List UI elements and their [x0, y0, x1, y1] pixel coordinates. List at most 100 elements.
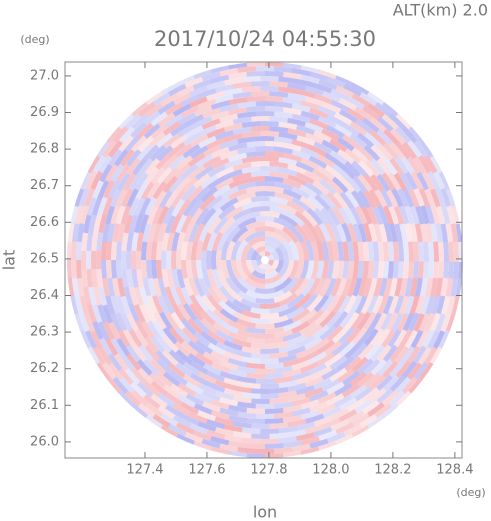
- field-cell: [142, 222, 152, 243]
- field-cell: [215, 119, 236, 130]
- field-cell: [300, 146, 321, 159]
- field-cell: [274, 111, 295, 119]
- field-cell: [218, 204, 237, 220]
- field-cell: [265, 231, 286, 244]
- field-cell: [393, 295, 405, 316]
- field-cell: [241, 86, 263, 93]
- x-tick-label: 128.2: [374, 463, 411, 478]
- field-cell: [251, 116, 272, 122]
- field-cell: [98, 212, 108, 234]
- field-cell: [217, 299, 236, 316]
- field-cell: [437, 260, 444, 281]
- field-cell: [335, 75, 356, 88]
- field-cell: [126, 156, 142, 176]
- field-cell: [348, 371, 368, 388]
- field-cell: [130, 120, 148, 139]
- field-cell: [246, 61, 267, 67]
- field-cell: [84, 185, 96, 207]
- field-cell: [170, 189, 187, 208]
- field-cell: [411, 345, 427, 366]
- field-cell: [377, 144, 395, 163]
- field-cell: [146, 180, 162, 200]
- field-cell: [366, 205, 379, 226]
- field-cell: [305, 240, 314, 261]
- field-cell: [223, 87, 245, 96]
- field-cell: [149, 143, 168, 162]
- field-cell: [227, 330, 248, 342]
- field-cell: [267, 253, 274, 261]
- field-cell: [151, 204, 164, 225]
- field-cell: [281, 404, 302, 414]
- field-cell: [136, 366, 154, 385]
- field-cell: [354, 106, 374, 122]
- field-cell: [278, 202, 298, 216]
- field-cell: [156, 404, 176, 420]
- field-cell: [269, 91, 290, 98]
- field-cell: [131, 100, 150, 117]
- field-cell: [304, 132, 325, 145]
- field-cell: [188, 198, 205, 217]
- field-cell: [97, 178, 111, 199]
- field-cell: [331, 240, 339, 261]
- field-cell: [272, 365, 293, 374]
- field-cell: [199, 193, 217, 211]
- field-cell: [300, 65, 322, 74]
- field-cell: [176, 268, 186, 289]
- field-cell: [226, 440, 247, 449]
- field-cell: [325, 310, 343, 329]
- field-cell: [255, 66, 277, 72]
- field-cell: [408, 188, 421, 209]
- field-cell: [166, 249, 172, 270]
- field-cell: [133, 285, 144, 306]
- field-cell: [407, 312, 420, 333]
- field-cell: [203, 144, 223, 157]
- field-cell: [218, 285, 236, 304]
- field-cell: [90, 169, 104, 190]
- field-cell: [133, 302, 146, 323]
- field-cell: [306, 294, 324, 313]
- field-cell: [338, 176, 356, 194]
- field-cell: [351, 260, 359, 280]
- field-cell: [144, 165, 161, 185]
- field-cell: [269, 196, 289, 206]
- field-cell: [277, 343, 298, 354]
- field-cell: [318, 310, 336, 329]
- field-cell: [155, 357, 174, 375]
- field-cell: [70, 258, 77, 279]
- field-cell: [273, 227, 293, 244]
- field-cell: [210, 157, 231, 170]
- field-cell: [214, 93, 236, 104]
- field-cell: [391, 188, 405, 209]
- field-cell: [231, 395, 252, 404]
- field-cell: [168, 382, 188, 398]
- field-cell: [182, 198, 199, 217]
- field-cell: [269, 206, 290, 217]
- field-cell: [338, 206, 352, 226]
- field-cell: [422, 260, 429, 280]
- field-cell: [312, 415, 333, 428]
- field-cell: [254, 323, 275, 329]
- field-cell: [74, 311, 85, 332]
- field-cell: [168, 153, 187, 171]
- field-cell: [398, 328, 413, 349]
- field-cell: [360, 387, 380, 404]
- field-cell: [264, 273, 282, 284]
- field-cell: [138, 156, 155, 176]
- field-cell: [265, 251, 272, 258]
- field-cell: [137, 343, 154, 363]
- field-cell: [118, 125, 137, 144]
- field-cell: [67, 275, 75, 297]
- chart-title: 2017/10/24 04:55:30: [154, 27, 376, 51]
- field-cell: [339, 191, 355, 211]
- field-cell: [137, 100, 157, 118]
- field-cell: [231, 276, 248, 294]
- field-cell: [381, 172, 397, 192]
- field-cell: [407, 241, 414, 262]
- field-cell: [319, 378, 340, 393]
- field-cell: [171, 230, 181, 251]
- field-cell: [157, 277, 168, 298]
- field-cell: [245, 289, 265, 299]
- field-cell: [322, 90, 343, 104]
- field-cell: [119, 352, 135, 372]
- field-cell: [277, 354, 298, 364]
